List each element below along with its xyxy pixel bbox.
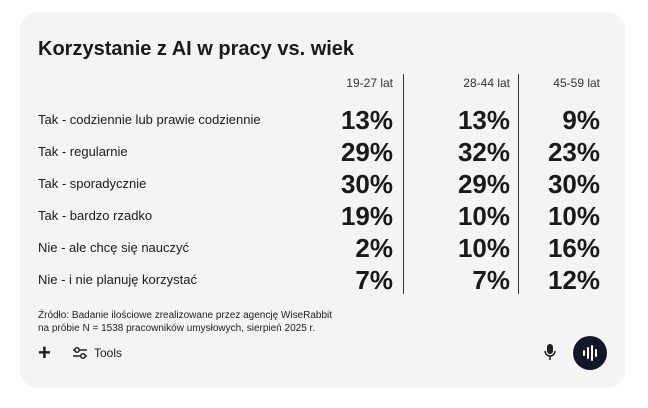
- cell-value: 7%: [355, 265, 393, 295]
- cell-value: 13%: [457, 105, 510, 135]
- cell-value: 9%: [562, 105, 600, 135]
- cell-value: 16%: [547, 233, 600, 263]
- row-label: Tak - codziennie lub prawie codziennie: [38, 112, 261, 127]
- cell-value: 30%: [547, 169, 600, 199]
- cell-value: 10%: [457, 233, 510, 263]
- cell-value: 10%: [457, 201, 510, 231]
- column-header: 19-27 lat: [346, 76, 393, 90]
- source-line: Źródło: Badanie ilościowe zrealizowane p…: [38, 310, 333, 321]
- tools-icon[interactable]: [72, 346, 88, 360]
- add-button[interactable]: +: [38, 340, 51, 365]
- cell-value: 29%: [340, 137, 393, 167]
- message-card: Korzystanie z AI w pracy vs. wiek 19-27 …: [20, 12, 625, 388]
- cell-value: 30%: [340, 169, 393, 199]
- row-label: Nie - ale chcę się nauczyć: [38, 240, 190, 255]
- column-header: 28-44 lat: [463, 76, 510, 90]
- row-label: Tak - sporadycznie: [38, 176, 147, 191]
- column-divider: [518, 74, 519, 294]
- tools-button[interactable]: Tools: [94, 346, 123, 360]
- mic-button[interactable]: [543, 343, 557, 361]
- cell-value: 7%: [472, 265, 510, 295]
- cell-value: 13%: [340, 105, 393, 135]
- row-label: Nie - i nie planuję korzystać: [38, 272, 197, 287]
- cell-value: 23%: [547, 137, 600, 167]
- cell-value: 32%: [457, 137, 510, 167]
- voice-button[interactable]: [573, 336, 607, 370]
- cell-value: 19%: [340, 201, 393, 231]
- cell-value: 2%: [355, 233, 393, 263]
- table-title: Korzystanie z AI w pracy vs. wiek: [38, 38, 355, 60]
- cell-value: 29%: [457, 169, 510, 199]
- source-line: na próbie N = 1538 pracowników umysłowyc…: [38, 323, 316, 334]
- column-divider: [403, 74, 404, 294]
- cell-value: 10%: [547, 201, 600, 231]
- column-header: 45-59 lat: [553, 76, 600, 90]
- cell-value: 12%: [547, 265, 600, 295]
- row-label: Tak - regularnie: [38, 144, 128, 159]
- row-label: Tak - bardzo rzadko: [38, 208, 153, 223]
